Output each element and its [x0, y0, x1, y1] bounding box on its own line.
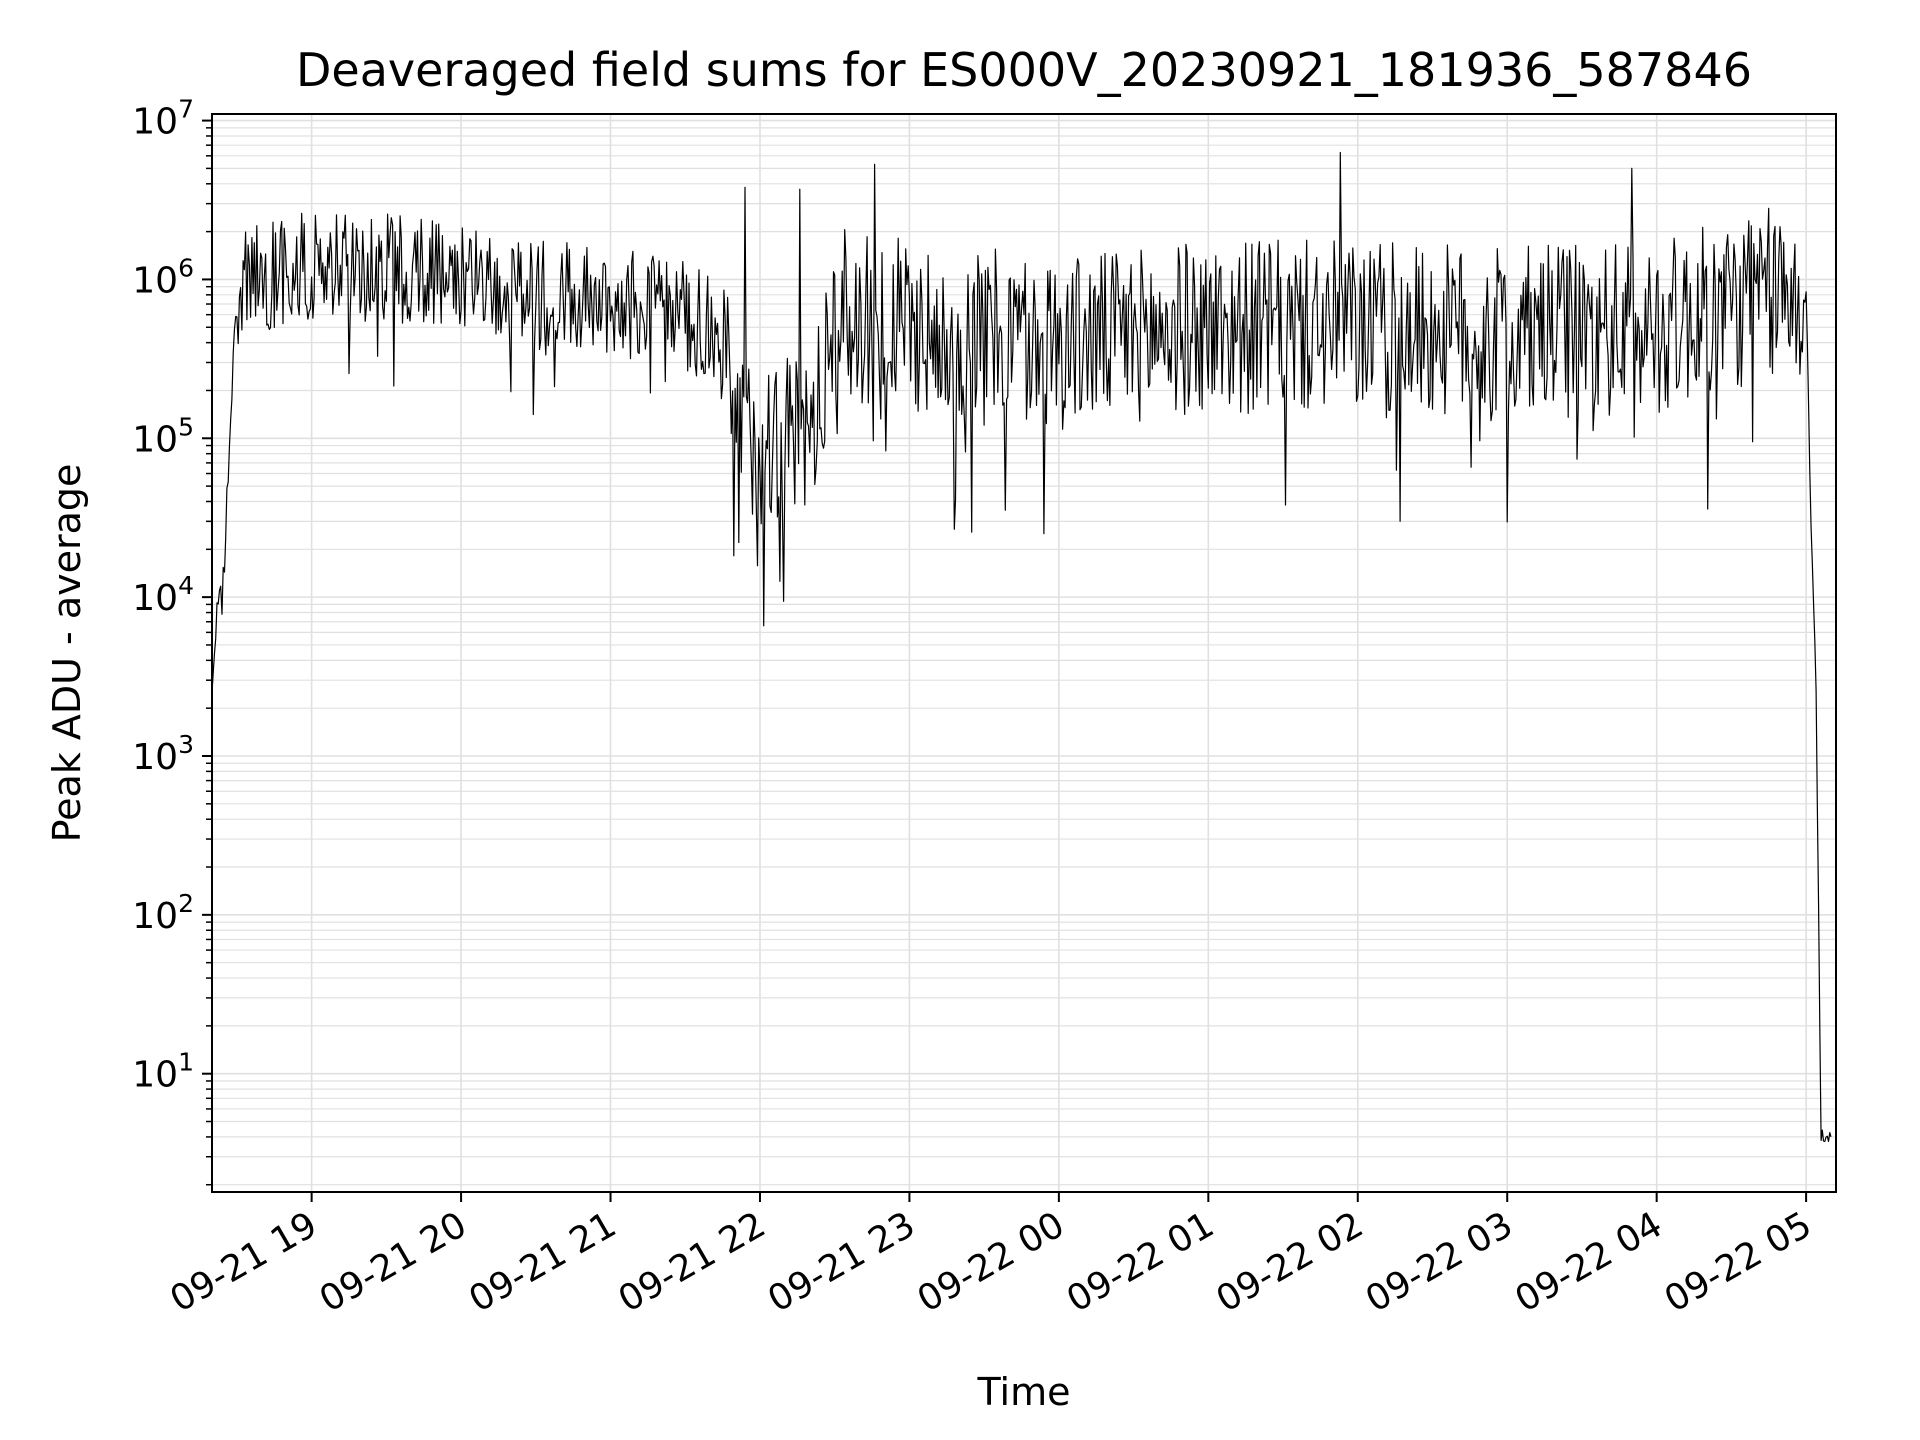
y-tick-label: 105: [132, 412, 194, 460]
chart-title: Deaveraged field sums for ES000V_2023092…: [296, 43, 1752, 97]
y-axis-label: Peak ADU - average: [45, 464, 89, 843]
y-tick-label: 101: [132, 1048, 194, 1096]
y-tick-label: 104: [132, 571, 194, 619]
grid: [212, 114, 1836, 1192]
y-axis: 101 102 103 104 105 106 107: [132, 95, 212, 1186]
y-tick-label: 102: [132, 889, 194, 937]
y-tick-label: 103: [132, 730, 194, 778]
series-line: [211, 151, 1832, 1143]
x-axis-label: Time: [977, 1370, 1071, 1414]
plot-frame: [211, 113, 1837, 1193]
y-tick-label: 107: [132, 95, 194, 143]
data-series: [211, 151, 1832, 1143]
y-tick-label: 106: [132, 253, 194, 301]
